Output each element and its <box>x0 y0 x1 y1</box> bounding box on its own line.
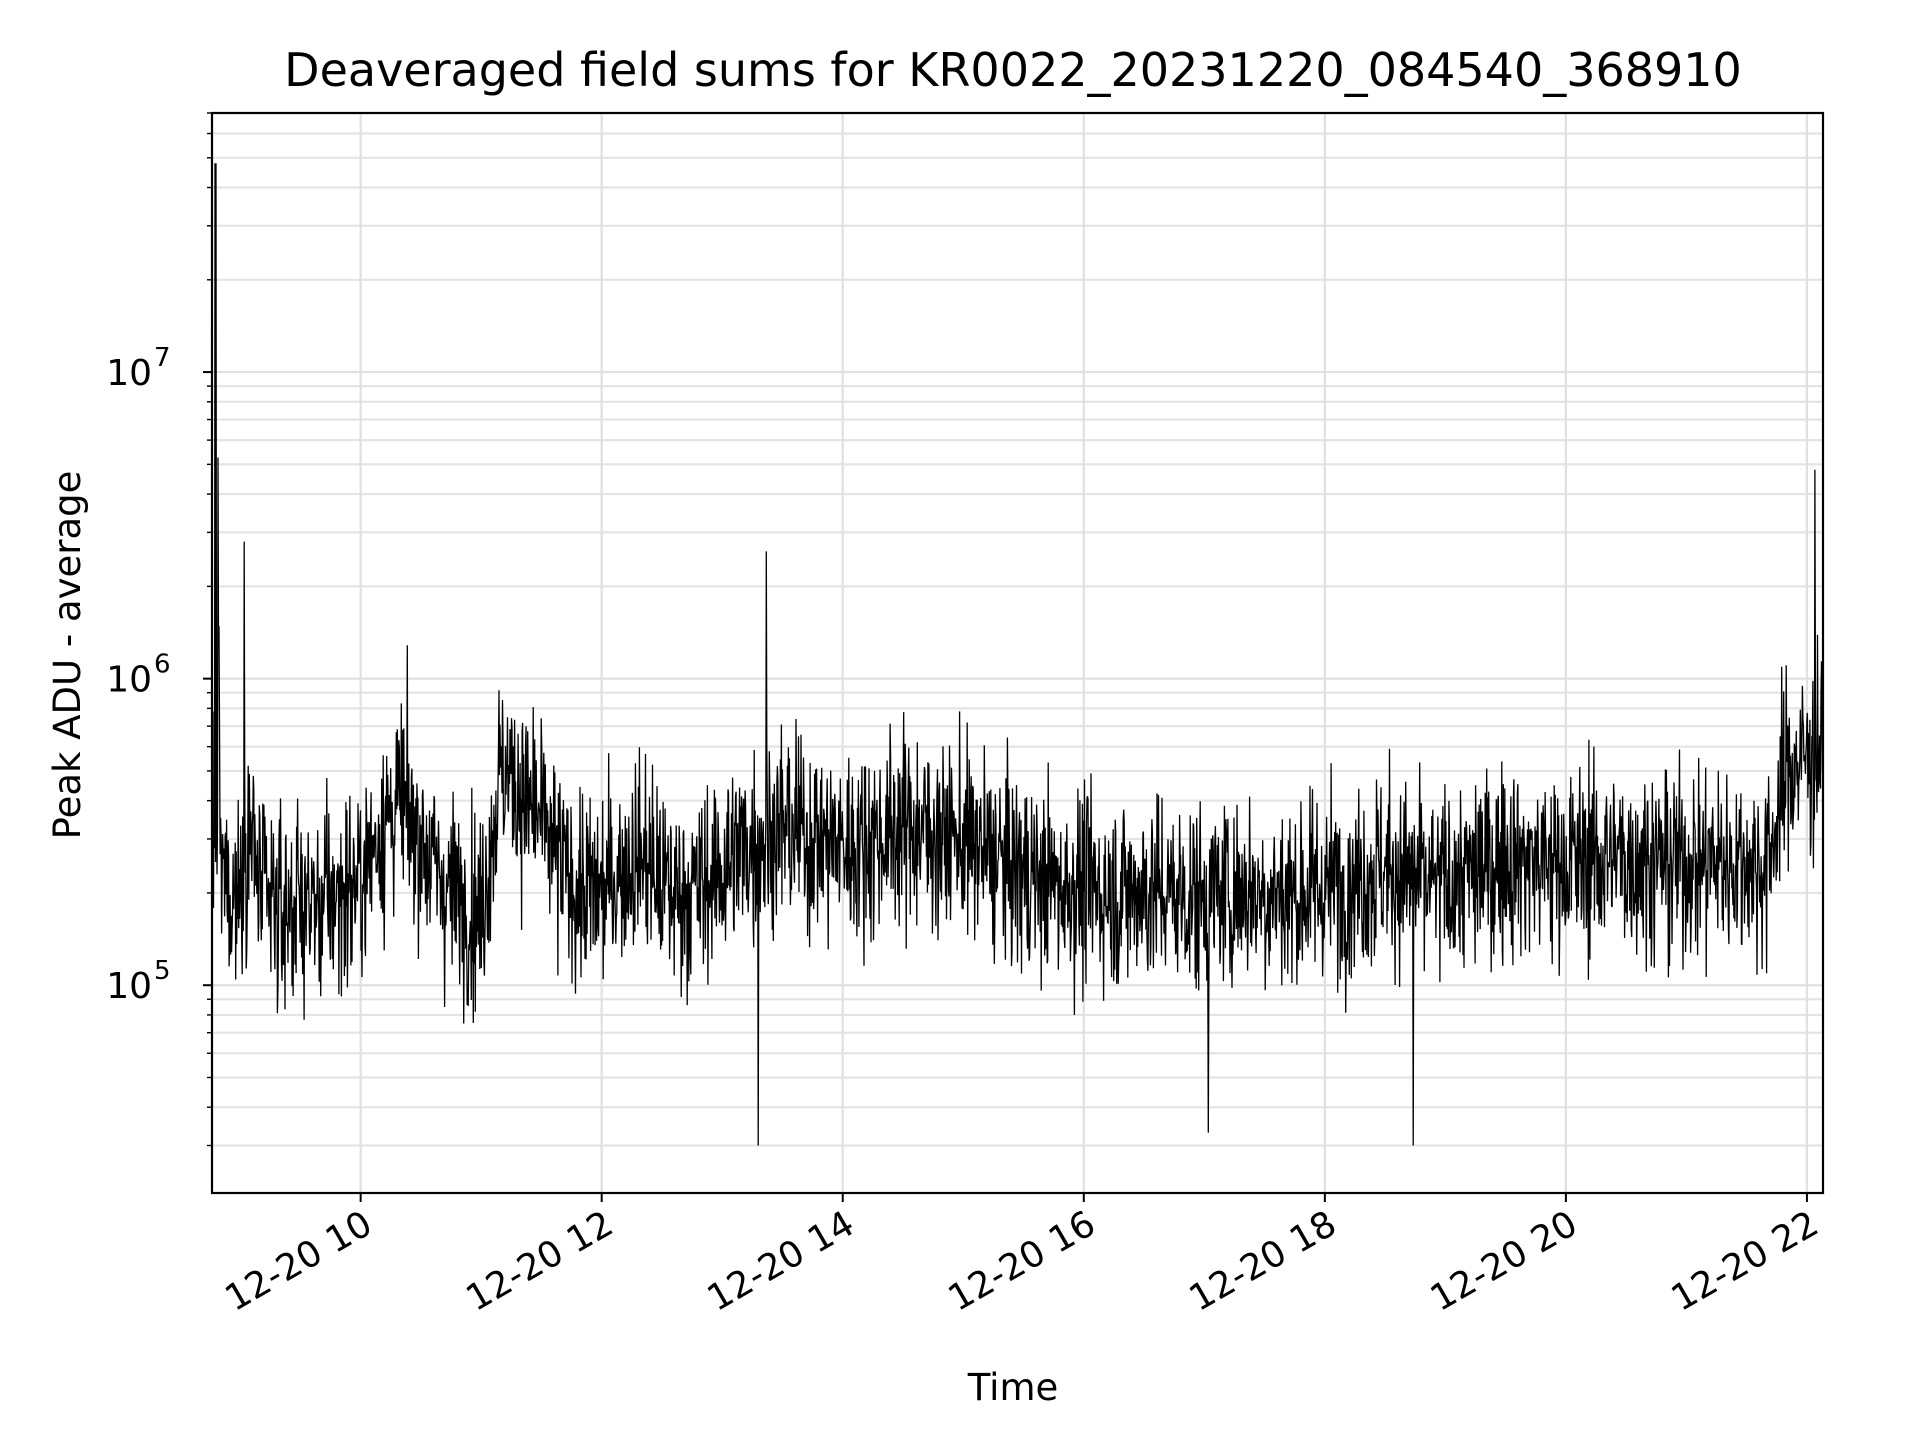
data-series <box>211 163 1824 1146</box>
series-line <box>211 163 1824 1146</box>
y-tick-label: 10 <box>106 660 152 701</box>
y-tick-exponent: 5 <box>154 956 171 986</box>
chart-title: Deaveraged field sums for KR0022_2023122… <box>284 43 1742 97</box>
y-tick-exponent: 7 <box>154 343 171 373</box>
y-tick-label: 10 <box>106 353 152 394</box>
y-axis-label: Peak ADU - average <box>46 471 89 840</box>
x-axis-label: Time <box>967 1366 1059 1409</box>
plot-frame <box>210 111 1825 1195</box>
y-tick-exponent: 6 <box>154 650 171 680</box>
y-tick-label: 10 <box>106 966 152 1007</box>
